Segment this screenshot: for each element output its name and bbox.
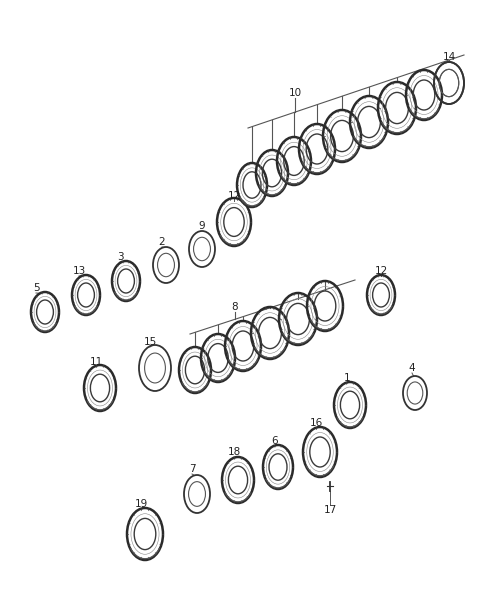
Text: 5: 5 [33, 283, 39, 293]
Text: 18: 18 [228, 447, 240, 457]
Text: 1: 1 [344, 373, 350, 383]
Text: 11: 11 [89, 357, 103, 367]
Text: 2: 2 [159, 237, 165, 247]
Text: 19: 19 [134, 499, 148, 509]
Text: 17: 17 [324, 505, 336, 515]
Text: 8: 8 [232, 302, 238, 312]
Text: 6: 6 [272, 436, 278, 446]
Text: 12: 12 [374, 266, 388, 276]
Text: 13: 13 [72, 266, 85, 276]
Text: 15: 15 [144, 337, 156, 347]
Text: 12: 12 [228, 191, 240, 201]
Text: 16: 16 [310, 418, 323, 428]
Text: 4: 4 [408, 363, 415, 373]
Text: 3: 3 [117, 252, 123, 262]
Text: 9: 9 [199, 221, 205, 231]
Text: 7: 7 [189, 464, 195, 474]
Text: 14: 14 [443, 52, 456, 62]
Text: 10: 10 [288, 88, 301, 98]
